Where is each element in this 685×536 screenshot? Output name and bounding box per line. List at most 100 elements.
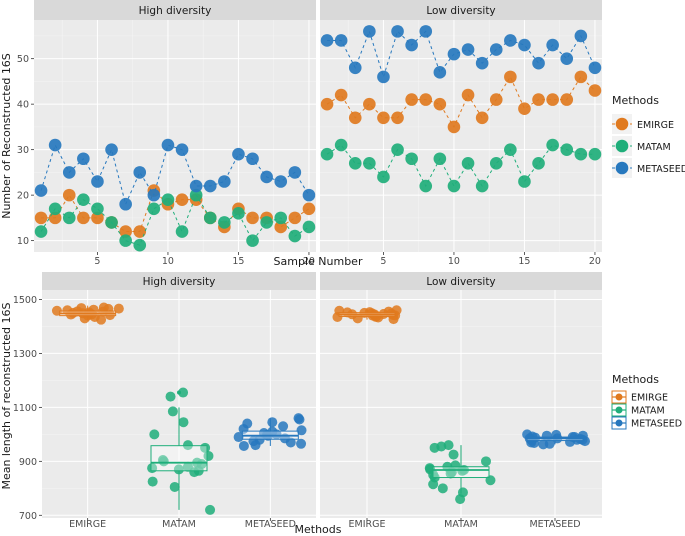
point-metaseed xyxy=(560,52,574,65)
jitter-point-matam xyxy=(189,467,200,478)
bottom-xticks: EMIRGE MATAM METASEED EMIRGE MATAM METASEED xyxy=(69,518,581,530)
point-metaseed xyxy=(119,197,132,211)
point-emirge xyxy=(560,93,574,106)
point-emirge xyxy=(546,93,559,106)
point-matam xyxy=(560,143,574,156)
bottom-x-axis-title: Methods xyxy=(295,523,342,536)
legend-label-matam: MATAM xyxy=(631,406,665,417)
legend-label-metaseed: METASEED xyxy=(637,164,685,175)
point-matam xyxy=(475,179,489,193)
jitter-point-matam xyxy=(167,406,178,417)
point-matam xyxy=(62,211,76,225)
point-matam xyxy=(161,193,175,206)
legend-label-matam: MATAM xyxy=(637,142,671,153)
y-tick-label: 700 xyxy=(19,511,37,522)
jitter-point-emirge xyxy=(65,309,76,320)
point-metaseed xyxy=(91,175,104,188)
point-matam xyxy=(175,225,189,238)
point-emirge xyxy=(504,70,517,84)
x-tick-label: 20 xyxy=(589,256,601,267)
point-metaseed xyxy=(133,166,147,179)
point-matam xyxy=(588,147,602,161)
top-yticks: 10 20 30 40 50 xyxy=(17,54,34,247)
point-matam xyxy=(288,229,302,243)
bottom-marks-high xyxy=(51,302,307,515)
jitter-point-matam xyxy=(178,417,189,428)
point-emirge xyxy=(288,211,302,225)
point-metaseed xyxy=(489,43,503,56)
point-matam xyxy=(147,202,161,216)
point-metaseed xyxy=(232,147,245,161)
point-emirge xyxy=(377,111,390,125)
x-tick-label: EMIRGE xyxy=(69,519,106,530)
point-matam xyxy=(320,147,334,161)
point-metaseed xyxy=(260,170,273,184)
jitter-point-metaseed xyxy=(296,425,307,436)
jitter-point-matam xyxy=(428,479,439,490)
jitter-point-matam xyxy=(481,456,492,467)
point-metaseed xyxy=(433,66,447,79)
top-marks-low xyxy=(320,25,602,193)
point-emirge xyxy=(433,97,447,111)
y-tick-label: 20 xyxy=(17,191,29,202)
point-emirge xyxy=(461,88,475,102)
jitter-point-metaseed xyxy=(294,414,305,425)
point-matam xyxy=(218,216,231,229)
point-emirge xyxy=(447,120,461,134)
y-tick-label: 900 xyxy=(19,457,37,468)
top-y-axis-title: Number of Reconstructed 16S xyxy=(0,53,13,219)
point-metaseed xyxy=(363,25,376,38)
point-matam xyxy=(189,188,203,202)
point-metaseed xyxy=(419,25,433,38)
point-emirge xyxy=(334,88,348,102)
point-metaseed xyxy=(77,152,90,166)
point-metaseed xyxy=(504,34,517,47)
point-emirge xyxy=(175,193,189,206)
top-strip-low-label: Low diversity xyxy=(426,5,495,17)
x-tick-label: 5 xyxy=(94,256,100,267)
point-matam xyxy=(274,211,288,225)
series-line-metaseed xyxy=(327,29,596,79)
jitter-point-matam xyxy=(149,429,160,440)
jitter-point-metaseed xyxy=(296,438,307,449)
point-matam xyxy=(302,220,316,234)
legend-key-point xyxy=(615,393,623,401)
point-matam xyxy=(133,238,147,252)
x-tick-label: 10 xyxy=(448,256,460,267)
jitter-point-emirge xyxy=(113,303,124,314)
jitter-point-metaseed xyxy=(250,440,261,451)
point-metaseed xyxy=(475,56,489,70)
point-matam xyxy=(574,147,588,161)
bottom-legend-title: Methods xyxy=(612,373,659,386)
top-xticks: 5 10 15 20 5 10 15 20 xyxy=(94,252,601,267)
point-matam xyxy=(461,156,475,170)
point-emirge xyxy=(475,111,489,125)
jitter-point-matam xyxy=(437,483,448,494)
x-tick-label: 10 xyxy=(162,256,174,267)
jitter-point-emirge xyxy=(98,302,109,313)
jitter-point-matam xyxy=(448,449,459,460)
point-matam xyxy=(119,234,132,247)
point-metaseed xyxy=(334,34,348,47)
point-metaseed xyxy=(161,138,175,152)
bottom-strip-low-label: Low diversity xyxy=(426,276,495,288)
point-emirge xyxy=(91,211,104,225)
point-emirge xyxy=(133,225,147,238)
jitter-point-matam xyxy=(173,464,184,475)
point-emirge xyxy=(574,70,588,84)
point-matam xyxy=(203,211,217,225)
top-chart: High diversity Low diversity 1020304050 … xyxy=(0,0,685,268)
jitter-point-emirge xyxy=(334,305,345,316)
jitter-point-metaseed xyxy=(278,421,289,432)
top-marks-high xyxy=(34,138,316,252)
point-metaseed xyxy=(274,175,288,188)
point-matam xyxy=(391,143,404,156)
top-legend: EMIRGE MATAM METASEED xyxy=(612,114,685,178)
point-metaseed xyxy=(518,38,531,52)
point-metaseed xyxy=(377,70,390,84)
point-metaseed xyxy=(447,47,461,61)
bottom-yticks: 700 900 1100 1300 1500 xyxy=(13,295,42,522)
jitter-point-matam xyxy=(455,494,466,505)
point-metaseed xyxy=(288,166,302,179)
